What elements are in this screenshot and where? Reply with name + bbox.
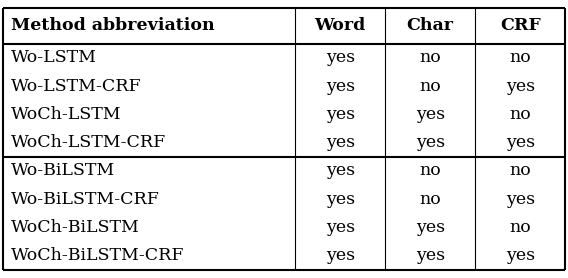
Text: yes: yes	[416, 134, 445, 151]
Text: Wo-LSTM: Wo-LSTM	[11, 49, 97, 66]
Text: Wo-BiLSTM-CRF: Wo-BiLSTM-CRF	[11, 190, 160, 207]
Text: Word: Word	[315, 18, 366, 34]
Text: yes: yes	[506, 134, 534, 151]
Text: yes: yes	[325, 190, 355, 207]
Text: Method abbreviation: Method abbreviation	[11, 18, 215, 34]
Text: yes: yes	[325, 247, 355, 264]
Text: yes: yes	[416, 106, 445, 123]
Text: Char: Char	[407, 18, 454, 34]
Text: yes: yes	[416, 247, 445, 264]
Text: WoCh-BiLSTM: WoCh-BiLSTM	[11, 219, 140, 236]
Text: no: no	[419, 78, 441, 95]
Text: no: no	[509, 106, 531, 123]
Text: no: no	[419, 49, 441, 66]
Text: yes: yes	[325, 78, 355, 95]
Text: CRF: CRF	[500, 18, 541, 34]
Text: yes: yes	[506, 78, 534, 95]
Text: WoCh-LSTM-CRF: WoCh-LSTM-CRF	[11, 134, 166, 151]
Text: yes: yes	[325, 219, 355, 236]
Text: WoCh-LSTM: WoCh-LSTM	[11, 106, 122, 123]
Text: yes: yes	[506, 247, 534, 264]
Text: Wo-BiLSTM: Wo-BiLSTM	[11, 162, 116, 179]
Text: yes: yes	[325, 162, 355, 179]
Text: no: no	[419, 190, 441, 207]
Text: no: no	[419, 162, 441, 179]
Text: yes: yes	[325, 49, 355, 66]
Text: WoCh-BiLSTM-CRF: WoCh-BiLSTM-CRF	[11, 247, 185, 264]
Text: Wo-LSTM-CRF: Wo-LSTM-CRF	[11, 78, 142, 95]
Text: yes: yes	[325, 106, 355, 123]
Text: no: no	[509, 162, 531, 179]
Text: yes: yes	[416, 219, 445, 236]
Text: no: no	[509, 49, 531, 66]
Text: yes: yes	[506, 190, 534, 207]
Text: yes: yes	[325, 134, 355, 151]
Text: no: no	[509, 219, 531, 236]
